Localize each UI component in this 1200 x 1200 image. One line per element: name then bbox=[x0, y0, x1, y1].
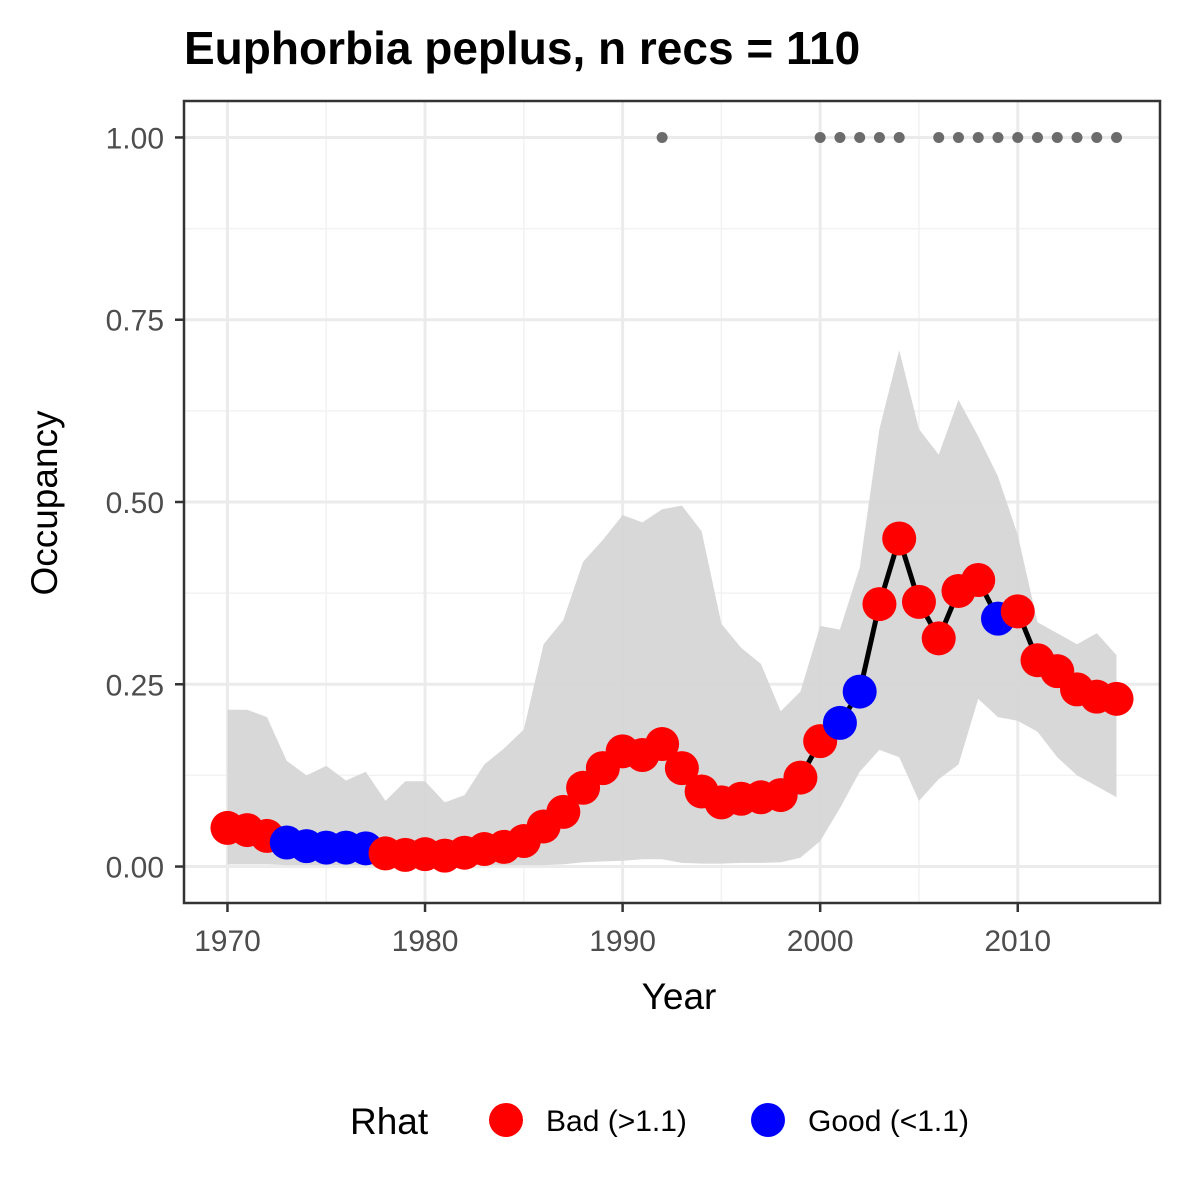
x-tick-label: 1970 bbox=[194, 925, 261, 958]
x-axis-title: Year bbox=[642, 976, 717, 1017]
x-tick-label: 1990 bbox=[589, 925, 656, 958]
y-tick-label: 0.00 bbox=[106, 852, 164, 885]
record-marker-2006 bbox=[933, 131, 945, 143]
record-marker-2009 bbox=[992, 131, 1004, 143]
record-marker-2015 bbox=[1111, 131, 1123, 143]
record-marker-2008 bbox=[972, 131, 984, 143]
credible-interval-ribbon bbox=[227, 350, 1117, 866]
data-point-2006 bbox=[921, 621, 956, 656]
data-point-2005 bbox=[901, 584, 936, 619]
record-marker-2000 bbox=[814, 131, 826, 143]
data-point-1993 bbox=[664, 751, 699, 786]
record-marker-2011 bbox=[1032, 131, 1044, 143]
data-point-2008 bbox=[961, 563, 996, 598]
legend-label-bad: Bad (>1.1) bbox=[546, 1105, 687, 1138]
x-tick-label: 2000 bbox=[787, 925, 854, 958]
record-marker-2001 bbox=[834, 131, 846, 143]
y-tick-label: 1.00 bbox=[106, 122, 164, 155]
plot-area bbox=[184, 101, 1160, 903]
record-marker-2013 bbox=[1071, 131, 1083, 143]
data-point-2004 bbox=[882, 521, 917, 556]
record-marker-2007 bbox=[952, 131, 964, 143]
x-tick-label: 2010 bbox=[984, 925, 1051, 958]
legend-label-good: Good (<1.1) bbox=[808, 1105, 969, 1138]
record-marker-2012 bbox=[1051, 131, 1063, 143]
data-point-2001 bbox=[822, 705, 857, 740]
chart-title: Euphorbia peplus, n recs = 110 bbox=[184, 22, 860, 74]
y-tick-label: 0.50 bbox=[106, 487, 164, 520]
record-marker-1992 bbox=[656, 131, 668, 143]
record-marker-2010 bbox=[1012, 131, 1024, 143]
data-point-1999 bbox=[783, 760, 818, 795]
data-point-2002 bbox=[842, 674, 877, 709]
data-point-1992 bbox=[645, 727, 680, 762]
data-point-2003 bbox=[862, 587, 897, 622]
data-point-2015 bbox=[1099, 681, 1134, 716]
legend-key-bad bbox=[489, 1103, 523, 1137]
legend-key-good bbox=[751, 1103, 785, 1137]
record-marker-2003 bbox=[873, 131, 885, 143]
record-marker-2004 bbox=[893, 131, 905, 143]
axes: 1970 1980 1990 2000 2010 0.00 0.25 0.50 0.75 1.00 bbox=[106, 99, 1162, 958]
y-tick-label: 0.25 bbox=[106, 669, 164, 702]
y-tick-label: 0.75 bbox=[106, 305, 164, 338]
record-marker-2014 bbox=[1091, 131, 1103, 143]
data-point-2010 bbox=[1000, 594, 1035, 629]
y-axis-title: Occupancy bbox=[24, 410, 65, 596]
legend: Rhat Bad (>1.1) Good (<1.1) bbox=[350, 1101, 969, 1142]
data-point-1987 bbox=[546, 794, 581, 829]
legend-title: Rhat bbox=[350, 1101, 429, 1142]
record-marker-2002 bbox=[854, 131, 866, 143]
x-tick-label: 1980 bbox=[392, 925, 459, 958]
